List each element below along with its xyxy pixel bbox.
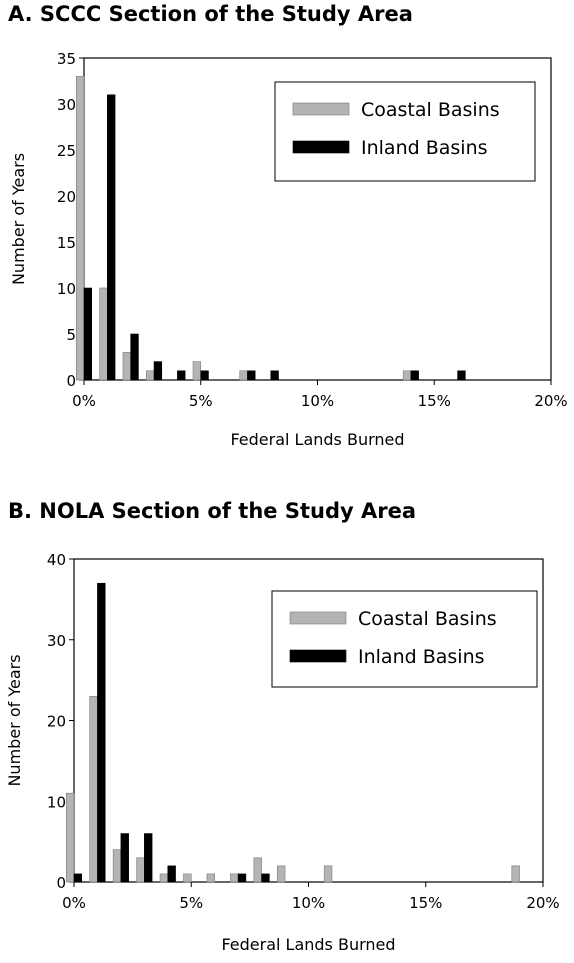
chart-b-bar-coastal <box>511 865 520 883</box>
chart-b-x-tick-label: 15% <box>409 894 442 912</box>
chart-b-bar-coastal <box>277 865 286 883</box>
chart-a-x-tick-label: 10% <box>301 392 334 410</box>
chart-b-bar-coastal <box>65 792 75 883</box>
chart-a-bar-inland <box>177 370 186 381</box>
chart-b-bar-inland <box>120 833 129 883</box>
chart-a-y-tick-label: 15 <box>57 234 76 252</box>
chart-a-bar-inland <box>200 370 209 381</box>
chart-b: 0 10 20 30 40 0% 5% 10% 15% 20% Federal Lands Burn… <box>5 551 560 954</box>
chart-b-bar-coastal <box>206 873 216 883</box>
chart-a: 0 5 10 15 20 25 30 35 0% 5% 10% 15% 20% Federal Lands… <box>9 50 568 449</box>
chart-a-y-tick-label: 30 <box>57 96 76 114</box>
chart-b-legend-swatch-inland <box>289 649 347 663</box>
chart-a-legend-box <box>274 81 536 182</box>
chart-b-x-axis-label: Federal Lands Burned <box>221 935 395 954</box>
chart-b-y-tick-label: 30 <box>47 632 66 650</box>
chart-a-x-axis-label: Federal Lands Burned <box>230 430 404 449</box>
chart-a-bar-coastal <box>192 361 202 381</box>
chart-a-legend-swatch-inland <box>292 140 350 154</box>
chart-a-bar-inland <box>457 370 466 381</box>
chart-b-x-tick-label: 20% <box>526 894 559 912</box>
chart-title-b: B. NOLA Section of the Study Area <box>8 499 416 523</box>
chart-b-bar-coastal <box>253 857 262 883</box>
chart-b-bar-inland <box>167 865 176 883</box>
chart-b-y-tick-label: 10 <box>47 793 66 811</box>
chart-a-bar-inland <box>247 370 256 381</box>
chart-a-y-tick-label: 20 <box>57 188 76 206</box>
chart-b-y-tick-label: 20 <box>47 713 66 731</box>
chart-b-bar-inland <box>97 582 106 883</box>
chart-a-bar-coastal <box>146 370 155 381</box>
chart-a-bar-inland <box>130 333 139 381</box>
chart-a-bar-inland <box>153 361 163 381</box>
chart-a-legend-label-coastal: Coastal Basins <box>361 99 500 121</box>
chart-b-bar-inland <box>144 833 153 883</box>
chart-a-x-tick-label: 5% <box>189 392 213 410</box>
chart-a-bar-coastal <box>75 76 85 381</box>
chart-a-bar-inland <box>270 370 279 381</box>
chart-a-x-tick-label: 0% <box>72 392 96 410</box>
chart-a-y-tick-label: 35 <box>57 50 76 68</box>
chart-b-bar-coastal <box>230 873 239 883</box>
chart-b-x-tick-label: 5% <box>179 894 203 912</box>
chart-title-a: A. SCCC Section of the Study Area <box>8 2 413 26</box>
chart-b-x-tick-label: 10% <box>292 894 325 912</box>
chart-b-legend-label-inland: Inland Basins <box>358 646 485 668</box>
chart-b-bar-coastal <box>89 695 98 883</box>
chart-b-bar-coastal <box>183 873 192 883</box>
chart-b-x-tick-label: 0% <box>62 894 86 912</box>
chart-b-bar-inland <box>73 873 83 883</box>
chart-a-y-tick-label: 25 <box>57 142 76 160</box>
chart-a-x-tick-label: 15% <box>418 392 451 410</box>
chart-a-y-tick-label: 5 <box>66 326 76 344</box>
chart-b-y-tick-label: 0 <box>56 874 66 892</box>
chart-b-legend-box <box>271 590 538 688</box>
chart-a-legend-label-inland: Inland Basins <box>361 137 488 159</box>
chart-b-bar-coastal <box>112 849 122 883</box>
chart-a-bar-coastal <box>402 370 412 381</box>
chart-b-bar-coastal <box>136 857 145 883</box>
chart-a-bar-coastal <box>122 352 131 381</box>
chart-a-y-axis-label: Number of Years <box>9 153 28 285</box>
chart-a-legend-swatch-coastal <box>292 102 350 116</box>
chart-a-y-tick-label: 10 <box>57 280 76 298</box>
chart-a-bar-inland <box>83 287 93 381</box>
chart-a-bar-coastal <box>239 370 248 381</box>
chart-b-legend-swatch-coastal <box>289 611 347 625</box>
chart-a-bar-inland <box>107 94 116 381</box>
chart-b-legend-label-coastal: Coastal Basins <box>358 608 497 630</box>
chart-a-y-tick-label: 0 <box>66 372 76 390</box>
chart-b-bar-inland <box>237 873 247 883</box>
chart-b-bar-coastal <box>323 865 333 883</box>
chart-b-bar-coastal <box>159 873 169 883</box>
chart-b-bar-inland <box>261 873 270 883</box>
chart-a-bar-inland <box>410 370 419 381</box>
chart-a-x-tick-label: 20% <box>534 392 567 410</box>
chart-a-bar-coastal <box>99 287 108 381</box>
chart-b-y-tick-label: 40 <box>47 551 66 569</box>
chart-b-y-axis-label: Number of Years <box>5 654 24 786</box>
